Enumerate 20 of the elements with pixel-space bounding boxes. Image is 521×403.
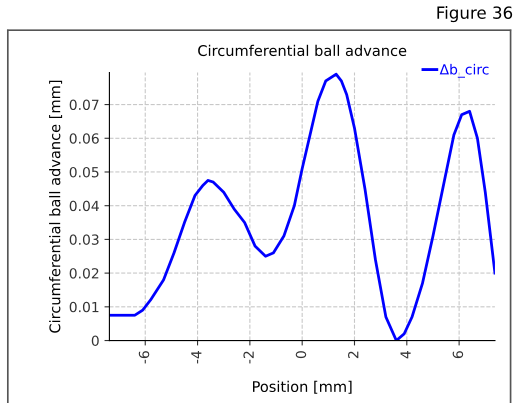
legend-label: Δb_circ [440, 64, 489, 78]
y-axis-title: Circumferential ball advance [mm] [49, 80, 62, 333]
y-tick-label: 0.01 [70, 302, 98, 312]
x-tick-label: 2 [348, 352, 358, 358]
y-tick-label: 0.02 [70, 268, 98, 279]
y-tick-label: 0 [92, 336, 99, 346]
caption: Figure 36 [437, 6, 512, 22]
chart-title: Circumferential ball advance [198, 44, 406, 56]
x-tick-label: -2 [243, 352, 254, 364]
x-tick-label: -6 [138, 351, 150, 364]
x-axis-title: Position [mm] [253, 380, 352, 394]
x-tick-label: -4 [191, 351, 202, 364]
y-tick-label: 0.07 [70, 100, 98, 110]
y-tick-label: 0.03 [70, 234, 99, 245]
y-tick-label: 0.04 [70, 200, 99, 212]
x-tick-label: 0 [296, 351, 306, 358]
y-tick-label: 0.05 [70, 166, 98, 178]
x-tick-label: 4 [400, 351, 411, 358]
x-tick-label: 6 [452, 351, 464, 358]
y-tick-label: 0.06 [70, 133, 99, 144]
